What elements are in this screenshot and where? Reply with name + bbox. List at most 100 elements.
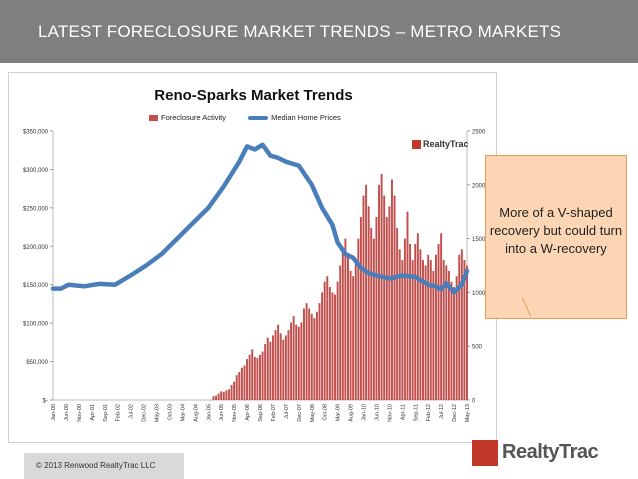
left-tick-label: $300,000: [23, 168, 49, 174]
x-tick-label: Feb-02: [116, 404, 122, 421]
chart-legend: Foreclosure Activity Median Home Prices: [149, 113, 341, 122]
foreclosure-bar: [310, 313, 313, 400]
footer-copyright: © 2013 Renwood RealtyTrac LLC: [36, 461, 156, 470]
foreclosure-bar: [235, 375, 238, 400]
foreclosure-bar: [411, 260, 414, 400]
foreclosure-bar: [450, 281, 453, 400]
foreclosure-bar: [422, 260, 424, 400]
foreclosure-bar: [282, 339, 285, 400]
x-tick-label: Mar-09: [336, 404, 342, 421]
foreclosure-bar: [359, 217, 362, 400]
x-tick-label: Jul-12: [439, 404, 445, 419]
x-tick-label: Apr-11: [400, 404, 406, 420]
right-tick-label: 500: [472, 345, 483, 351]
foreclosure-bar: [365, 184, 368, 400]
foreclosure-bar: [279, 333, 282, 400]
foreclosure-bar: [271, 335, 274, 400]
foreclosure-bar: [453, 287, 456, 400]
x-tick-label: Feb-07: [271, 404, 277, 421]
foreclosure-bar: [212, 396, 215, 400]
x-tick-label: Dec-07: [297, 404, 303, 422]
foreclosure-bar: [406, 211, 409, 400]
foreclosure-bar: [460, 249, 463, 400]
foreclosure-bar: [284, 335, 287, 400]
callout-text: More of a V-shaped recovery but could tu…: [489, 205, 623, 256]
foreclosure-bar: [403, 238, 406, 400]
foreclosure-bar: [424, 265, 427, 400]
foreclosure-bar: [290, 322, 293, 400]
foreclosure-bar: [227, 389, 230, 400]
foreclosure-bar: [295, 324, 298, 400]
right-tick-label: 1000: [472, 291, 486, 297]
x-tick-label: Apr-06: [245, 404, 251, 421]
legend-label-foreclosure: Foreclosure Activity: [161, 113, 227, 122]
foreclosure-bar: [238, 372, 241, 400]
foreclosure-bar: [308, 308, 311, 400]
right-tick-label: 2500: [472, 130, 486, 136]
footer-bar: [24, 453, 184, 479]
x-tick-label: Jun-10: [374, 404, 380, 421]
foreclosure-bar: [347, 254, 349, 400]
foreclosure-bar: [370, 227, 373, 400]
foreclosure-bar: [398, 249, 401, 400]
x-tick-label: Nov-05: [232, 404, 238, 422]
foreclosure-bar: [339, 265, 342, 400]
foreclosure-bar: [230, 384, 233, 400]
foreclosure-bar: [427, 254, 430, 400]
foreclosure-bar: [437, 243, 440, 400]
foreclosure-bar: [344, 238, 347, 400]
foreclosure-bar: [274, 330, 277, 400]
x-tick-label: Jun-00: [64, 404, 70, 421]
foreclosure-bar: [362, 195, 365, 400]
x-tick-label: Sep-11: [413, 404, 419, 421]
foreclosure-bar: [445, 265, 448, 400]
foreclosure-bar: [243, 365, 246, 400]
foreclosure-bar: [388, 206, 391, 400]
foreclosure-bar: [233, 381, 236, 400]
foreclosure-bar: [416, 233, 419, 400]
legend-swatch-foreclosure: [149, 115, 158, 122]
x-tick-label: Feb-12: [426, 404, 432, 421]
left-tick-label: $100,000: [23, 322, 49, 328]
foreclosure-bar: [305, 303, 308, 400]
foreclosure-bar: [466, 265, 468, 400]
right-tick-label: 1500: [472, 237, 486, 243]
x-tick-label: Dec-12: [452, 404, 458, 422]
foreclosure-bar: [318, 303, 321, 400]
foreclosure-bar: [261, 351, 264, 400]
foreclosure-bar: [269, 341, 272, 400]
x-tick-label: Jan-10: [362, 404, 368, 421]
right-tick-label: 0: [472, 399, 476, 405]
left-tick-label: $150,000: [23, 283, 49, 289]
foreclosure-bar: [266, 337, 269, 400]
foreclosure-bar: [253, 356, 256, 400]
right-tick-label: 2000: [472, 183, 486, 189]
foreclosure-bar: [292, 316, 295, 400]
x-tick-label: Jan-00: [51, 404, 57, 421]
foreclosure-bar: [383, 195, 386, 400]
x-tick-label: Apr-01: [90, 404, 96, 421]
foreclosure-bar: [352, 276, 355, 400]
chart-watermark: RealtyTrac: [412, 139, 469, 150]
foreclosure-bar: [264, 344, 267, 400]
foreclosure-bar: [458, 254, 461, 400]
foreclosure-bar: [248, 354, 251, 400]
x-tick-label: Jan-05: [206, 404, 212, 421]
x-tick-label: May-03: [155, 404, 161, 422]
foreclosure-bar: [336, 281, 339, 400]
slide-title-bar: [0, 0, 638, 63]
left-tick-label: $350,000: [23, 130, 49, 136]
foreclosure-bar: [396, 227, 399, 400]
chart-title: Reno-Sparks Market Trends: [154, 87, 353, 104]
foreclosure-bar: [251, 349, 254, 400]
x-tick-label: Mar-04: [180, 404, 186, 421]
foreclosure-bar: [390, 179, 393, 400]
foreclosure-bar: [225, 390, 228, 400]
foreclosure-bar: [321, 292, 324, 400]
realtytrac-logo-icon: [412, 140, 421, 150]
foreclosure-bar: [440, 233, 443, 400]
foreclosure-bar: [401, 260, 404, 400]
foreclosure-bar: [357, 238, 360, 400]
left-tick-label: $50,000: [26, 360, 48, 366]
foreclosure-bar: [442, 260, 445, 400]
